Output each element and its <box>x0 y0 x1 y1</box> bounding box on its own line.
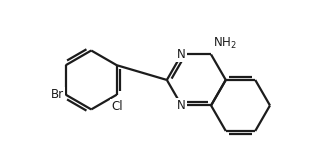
Text: Br: Br <box>51 88 64 101</box>
Text: Cl: Cl <box>111 100 122 113</box>
Text: N: N <box>177 48 186 61</box>
Text: NH$_2$: NH$_2$ <box>213 35 237 51</box>
Text: N: N <box>177 99 186 112</box>
